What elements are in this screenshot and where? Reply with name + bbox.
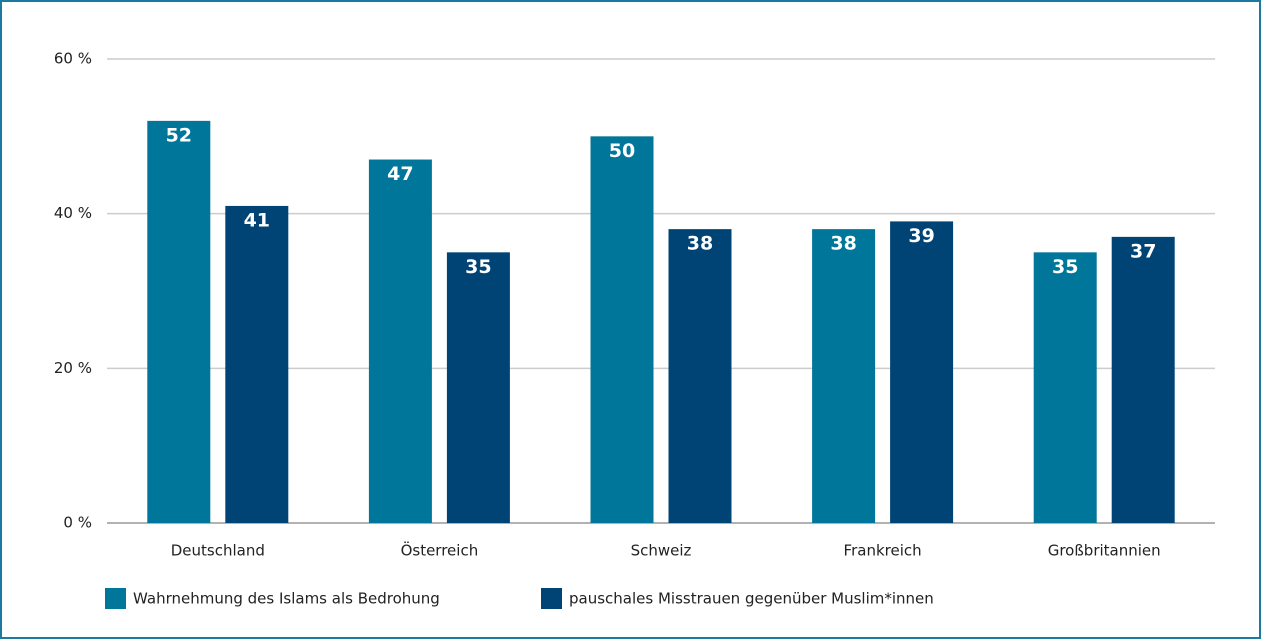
bar: [890, 221, 954, 523]
value-label: 38: [830, 233, 856, 255]
value-label: 38: [687, 233, 713, 255]
bar: [1033, 252, 1097, 524]
x-tick-label: Österreich: [401, 541, 479, 560]
value-label: 41: [244, 209, 270, 231]
legend-label: pauschales Misstrauen gegenüber Muslim*i…: [569, 590, 934, 608]
y-tick-label: 60 %: [54, 50, 92, 68]
x-tick-label: Deutschland: [171, 542, 265, 560]
x-tick-label: Schweiz: [631, 542, 692, 560]
bar: [1111, 236, 1175, 523]
value-label: 52: [166, 124, 192, 146]
value-label: 37: [1130, 240, 1156, 262]
bar: [225, 205, 289, 523]
bar: [368, 159, 432, 524]
value-label: 47: [387, 163, 413, 185]
x-tick-label: Großbritannien: [1048, 542, 1161, 560]
bar: [147, 120, 211, 523]
y-tick-label: 20 %: [54, 359, 92, 377]
value-label: 50: [609, 140, 635, 162]
bar: [446, 252, 510, 524]
x-tick-label: Frankreich: [844, 542, 922, 560]
bar: [590, 136, 654, 524]
bar: [668, 229, 732, 523]
y-tick-label: 0 %: [63, 514, 92, 532]
value-label: 35: [1052, 256, 1078, 278]
y-tick-label: 40 %: [54, 204, 92, 222]
value-label: 35: [465, 256, 491, 278]
value-label: 39: [908, 225, 934, 247]
legend-swatch: [105, 588, 126, 609]
bar: [812, 229, 876, 523]
legend-swatch: [541, 588, 562, 609]
legend-label: Wahrnehmung des Islams als Bedrohung: [133, 590, 440, 608]
